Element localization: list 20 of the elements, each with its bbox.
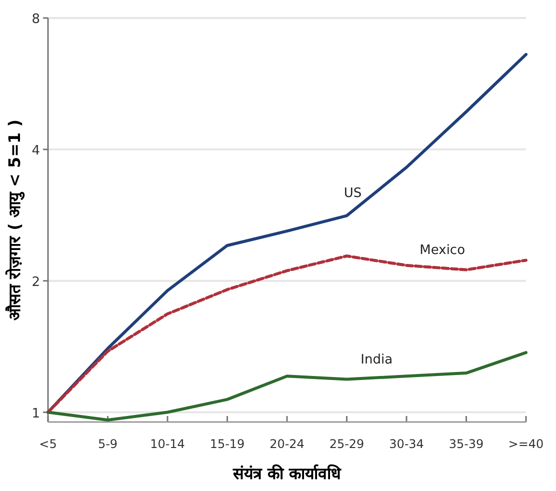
y-tick-label: 4 [32,143,40,158]
series-label: US [344,186,362,201]
y-tick-label: 2 [32,274,40,290]
x-tick-label: <5 [39,437,57,451]
line-series [46,351,528,422]
x-axis-title: संयंत्र की कार्यावधि [232,464,342,483]
y-axis-title: औसत रोज़गार ( आयु < 5=1 ) [5,119,25,321]
x-tick-label: 30-34 [389,437,424,451]
line-series [46,254,528,414]
x-tick-label: 20-24 [270,437,304,451]
x-tick-label: 5-9 [98,437,118,451]
x-tick-label: 25-29 [329,437,364,451]
x-tick-label: 35-39 [448,437,484,451]
x-tick-label: 15-19 [210,437,245,451]
x-tick-label: 10-14 [150,437,185,451]
y-tick-label: 1 [32,406,40,422]
series-label: India [360,352,393,368]
series-label: Mexico [420,243,466,258]
x-tick-label: >=40 [508,437,544,451]
y-tick-label: 8 [32,12,40,27]
